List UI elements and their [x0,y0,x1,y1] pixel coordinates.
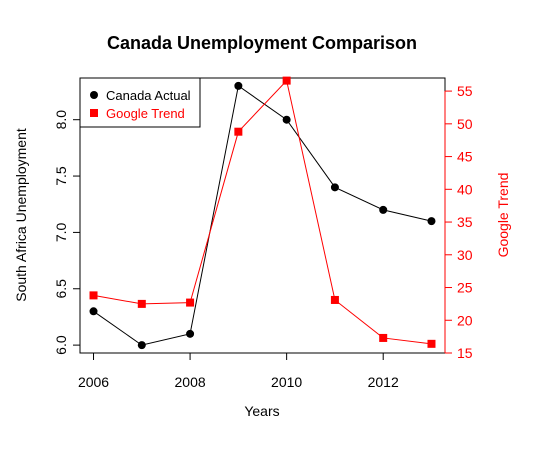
google-trend-point [186,299,194,307]
right-tick-label: 30 [457,247,473,263]
canada-actual-point [283,116,291,124]
x-tick-label: 2010 [271,374,302,390]
left-tick-label: 6.5 [53,279,69,299]
x-tick-label: 2008 [175,374,206,390]
right-y-axis-label: Google Trend [495,173,511,258]
legend-marker [90,109,98,117]
right-tick-label: 15 [457,345,473,361]
canada-actual-point [90,307,98,315]
x-axis: 2006 2008 2010 2012 [78,353,399,390]
left-tick-label: 6.0 [53,335,69,355]
google-trend-point [234,128,242,136]
x-tick-label: 2012 [368,374,399,390]
right-tick-label: 55 [457,83,473,99]
left-tick-label: 7.0 [53,222,69,242]
x-tick-label: 2006 [78,374,109,390]
legend: Canada Actual Google Trend [80,78,200,127]
canada-actual-point [138,341,146,349]
google-trend-point [331,296,339,304]
canada-actual-point [427,217,435,225]
right-y-axis: 15 20 25 30 35 40 45 50 55 [445,83,473,361]
right-tick-label: 40 [457,181,473,197]
left-y-axis-label: South Africa Unemployment [13,128,29,302]
right-tick-label: 45 [457,149,473,165]
legend-label: Google Trend [106,106,185,121]
google-trend-point [283,77,291,85]
x-axis-label: Years [244,403,279,419]
right-tick-label: 25 [457,280,473,296]
canada-actual-point [331,183,339,191]
left-tick-label: 7.5 [53,166,69,186]
google-trend-point [138,300,146,308]
left-tick-label: 8.0 [53,110,69,130]
google-trend-point [427,340,435,348]
left-y-axis: 6.0 6.5 7.0 7.5 8.0 [53,110,80,355]
right-tick-label: 35 [457,214,473,230]
canada-actual-point [186,330,194,338]
canada-actual-point [379,206,387,214]
legend-label: Canada Actual [106,88,191,103]
right-tick-label: 50 [457,116,473,132]
google-trend-point [90,291,98,299]
chart-title: Canada Unemployment Comparison [107,33,417,53]
google-trend-point [379,334,387,342]
canada-actual-point [234,82,242,90]
right-tick-label: 20 [457,312,473,328]
legend-marker [90,91,98,99]
